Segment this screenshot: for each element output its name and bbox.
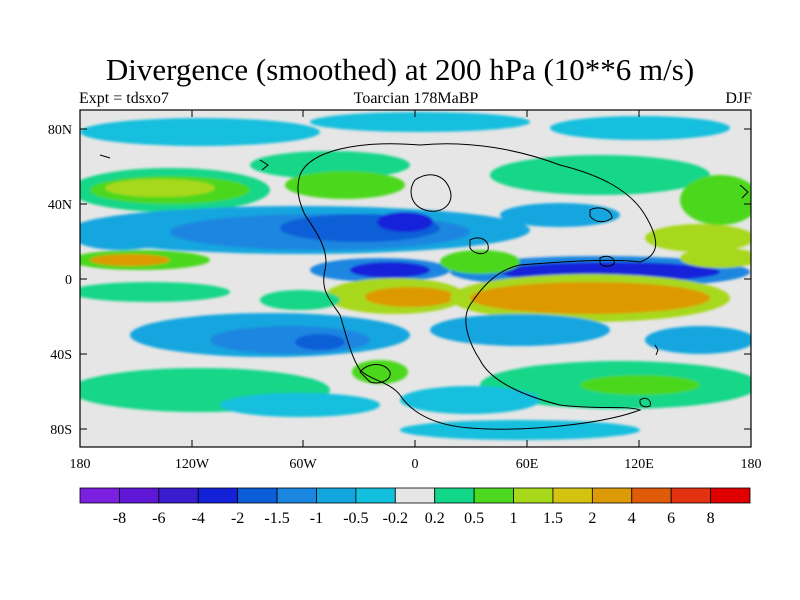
colorbar: [79, 487, 751, 504]
colorbar-label: -4: [192, 510, 205, 527]
period-label: Toarcian 178MaBP: [353, 90, 479, 107]
colorbar-label: 1: [510, 510, 518, 527]
colorbar-label: -6: [152, 510, 165, 527]
field-blob: [400, 420, 640, 440]
experiment-label: Expt = tdsxo7: [79, 90, 169, 107]
field-blob: [550, 116, 730, 140]
coastline-main: [297, 143, 657, 430]
lat-label: 0: [65, 273, 72, 288]
field-blob: [580, 375, 700, 395]
lon-ticks: [79, 110, 640, 447]
coastline-island: [599, 255, 615, 267]
field-blob: [500, 203, 620, 227]
field-blob: [250, 151, 410, 179]
coastline-island: [589, 207, 613, 223]
colorbar-swatch: [670, 487, 711, 504]
lat-label: 40N: [48, 198, 72, 213]
colorbar-label: 0.2: [425, 510, 445, 527]
field-blob: [80, 282, 230, 302]
field-blob: [285, 171, 405, 199]
colorbar-label: 6: [667, 510, 675, 527]
coastline-island: [739, 184, 749, 199]
lon-label: 60W: [289, 457, 317, 472]
lon-label: 120W: [175, 457, 210, 472]
colorbar-swatch: [394, 487, 436, 504]
field-blob: [470, 282, 710, 314]
colorbar-label: -0.2: [383, 510, 408, 527]
lon-labels: 180 120W 60W 0 60E 120E 180: [70, 457, 762, 472]
field-blob: [210, 326, 370, 354]
field-blob: [645, 224, 751, 252]
coastline-island: [654, 344, 659, 356]
colorbar-label: -1: [310, 510, 323, 527]
field-blob: [645, 326, 751, 354]
lon-label: 180: [70, 457, 91, 472]
divergence-field: [80, 110, 751, 447]
page-title: Divergence (smoothed) at 200 hPa (10**6 …: [105, 52, 695, 87]
field-blob: [440, 250, 520, 274]
lon-label: 180: [741, 457, 762, 472]
field-blob: [350, 262, 430, 278]
field-blob: [310, 112, 530, 132]
colorbar-label: 1.5: [543, 510, 563, 527]
colorbar-swatch: [631, 487, 672, 504]
colorbar-swatch: [513, 487, 554, 504]
colorbar-swatch: [79, 487, 120, 504]
colorbar-swatch: [552, 487, 593, 504]
lon-label: 0: [412, 457, 419, 472]
field-blob: [400, 386, 540, 414]
field-blob: [430, 314, 610, 346]
coastlines: [99, 143, 749, 430]
coastline-island: [259, 159, 269, 171]
lat-label: 80N: [48, 123, 72, 138]
colorbar-swatch: [473, 487, 514, 504]
colorbar-swatch: [591, 487, 633, 504]
colorbar-label: 4: [628, 510, 636, 527]
coastline-inner: [410, 174, 452, 212]
colorbar-labels: -8 -6 -4 -2 -1.5 -1 -0.5 -0.2 0.2 0.5 1 1.5 2 4 6 8: [113, 510, 715, 527]
lat-label: 40S: [50, 348, 72, 363]
colorbar-label: 2: [588, 510, 596, 527]
colorbar-label: -0.5: [343, 510, 368, 527]
colorbar-label: -1.5: [264, 510, 289, 527]
colorbar-label: -2: [231, 510, 244, 527]
lon-label: 60E: [516, 457, 539, 472]
coastline-island: [359, 364, 391, 384]
colorbar-swatch: [276, 487, 317, 504]
lat-label: 80S: [50, 423, 72, 438]
season-label: DJF: [725, 90, 752, 107]
colorbar-swatch: [316, 487, 357, 504]
coastline-island: [99, 154, 111, 159]
colorbar-swatch: [434, 487, 475, 504]
field-blob: [365, 287, 455, 307]
field-blob: [680, 175, 751, 225]
field-blob: [105, 179, 215, 197]
colorbar-label: 8: [707, 510, 715, 527]
field-blob: [295, 334, 345, 350]
field-blob: [260, 290, 340, 310]
colorbar-label: 0.5: [464, 510, 484, 527]
coastline-island: [639, 397, 651, 408]
colorbar-swatch: [197, 487, 239, 504]
lat-labels: 80N 40N 0 40S 80S: [48, 123, 72, 438]
colorbar-label: -8: [113, 510, 126, 527]
field-blob: [90, 254, 170, 266]
colorbar-swatch: [710, 487, 751, 504]
lon-label: 120E: [624, 457, 654, 472]
field-blob: [680, 248, 751, 268]
coastline-island: [469, 237, 489, 255]
field-blob: [490, 155, 710, 195]
lat-ticks: [80, 128, 751, 430]
colorbar-swatch: [355, 487, 396, 504]
field-blob: [80, 226, 165, 250]
field-blob: [80, 118, 320, 146]
colorbar-swatch: [237, 487, 278, 504]
colorbar-swatch: [119, 487, 160, 504]
field-blob: [377, 212, 433, 232]
field-blob: [220, 393, 380, 417]
colorbar-swatch: [158, 487, 199, 504]
